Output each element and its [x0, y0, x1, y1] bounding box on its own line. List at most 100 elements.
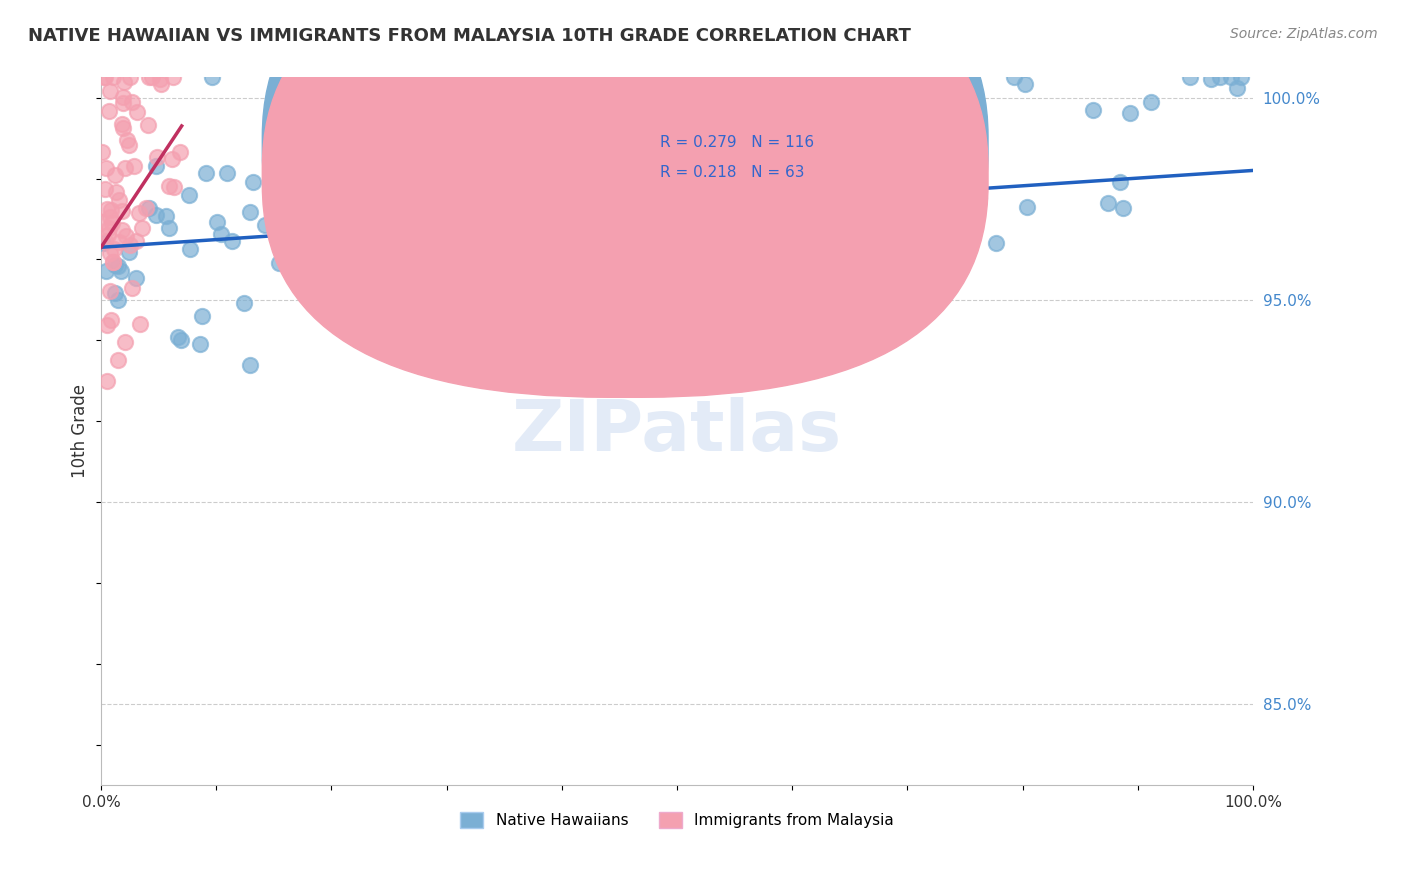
Immigrants from Malaysia [114, 161, 136, 176]
Native Hawaiians [145, 159, 167, 173]
Immigrants from Malaysia [96, 374, 118, 388]
Text: NATIVE HAWAIIAN VS IMMIGRANTS FROM MALAYSIA 10TH GRADE CORRELATION CHART: NATIVE HAWAIIAN VS IMMIGRANTS FROM MALAY… [28, 27, 911, 45]
Native Hawaiians [239, 205, 262, 219]
Native Hawaiians [1108, 175, 1130, 189]
Immigrants from Malaysia [96, 318, 118, 332]
Native Hawaiians [555, 266, 578, 280]
Text: ZIPatlas: ZIPatlas [512, 397, 842, 466]
Native Hawaiians [685, 227, 707, 242]
Native Hawaiians [605, 138, 627, 153]
Native Hawaiians [170, 333, 193, 347]
Immigrants from Malaysia [149, 78, 172, 92]
Native Hawaiians [145, 208, 167, 222]
FancyBboxPatch shape [263, 0, 988, 397]
Immigrants from Malaysia [128, 206, 150, 220]
Immigrants from Malaysia [114, 335, 136, 350]
Native Hawaiians [846, 205, 869, 219]
Immigrants from Malaysia [162, 70, 184, 85]
Native Hawaiians [411, 176, 433, 190]
Native Hawaiians [155, 209, 177, 223]
Native Hawaiians [395, 70, 418, 85]
Native Hawaiians [166, 330, 188, 344]
Native Hawaiians [104, 285, 127, 300]
Native Hawaiians [371, 99, 394, 113]
Native Hawaiians [215, 166, 238, 180]
Immigrants from Malaysia [157, 179, 180, 194]
Immigrants from Malaysia [98, 246, 121, 260]
Native Hawaiians [267, 77, 290, 91]
Native Hawaiians [636, 70, 658, 85]
Native Hawaiians [1140, 95, 1163, 109]
Native Hawaiians [368, 268, 391, 283]
FancyBboxPatch shape [585, 120, 896, 205]
Native Hawaiians [232, 296, 254, 310]
Native Hawaiians [278, 250, 301, 264]
Native Hawaiians [209, 227, 232, 241]
Immigrants from Malaysia [100, 312, 122, 326]
Native Hawaiians [1002, 70, 1025, 85]
Native Hawaiians [967, 191, 990, 205]
Native Hawaiians [626, 140, 648, 154]
Immigrants from Malaysia [115, 133, 138, 147]
Native Hawaiians [562, 230, 585, 244]
Immigrants from Malaysia [107, 193, 129, 207]
Text: R = 0.218   N = 63: R = 0.218 N = 63 [659, 166, 804, 180]
Native Hawaiians [388, 290, 411, 304]
Native Hawaiians [336, 70, 359, 85]
Native Hawaiians [845, 109, 868, 123]
Immigrants from Malaysia [129, 317, 152, 331]
Native Hawaiians [583, 80, 606, 95]
Immigrants from Malaysia [112, 121, 135, 136]
Immigrants from Malaysia [107, 353, 129, 368]
Native Hawaiians [786, 80, 808, 95]
Native Hawaiians [1097, 195, 1119, 210]
Native Hawaiians [239, 358, 262, 372]
Native Hawaiians [568, 159, 591, 173]
Native Hawaiians [623, 230, 645, 244]
Native Hawaiians [1230, 70, 1253, 85]
Native Hawaiians [298, 213, 321, 227]
Immigrants from Malaysia [163, 179, 186, 194]
Native Hawaiians [1226, 81, 1249, 95]
Native Hawaiians [157, 220, 180, 235]
Native Hawaiians [948, 70, 970, 85]
Immigrants from Malaysia [111, 223, 134, 237]
Native Hawaiians [107, 259, 129, 273]
Native Hawaiians [1112, 202, 1135, 216]
Native Hawaiians [681, 169, 703, 184]
Text: Source: ZipAtlas.com: Source: ZipAtlas.com [1230, 27, 1378, 41]
Immigrants from Malaysia [100, 216, 122, 230]
Native Hawaiians [813, 146, 835, 161]
Immigrants from Malaysia [121, 95, 143, 110]
Native Hawaiians [205, 215, 228, 229]
Native Hawaiians [194, 166, 217, 180]
Native Hawaiians [283, 191, 305, 205]
Native Hawaiians [796, 92, 818, 106]
Native Hawaiians [755, 95, 778, 109]
Native Hawaiians [118, 244, 141, 259]
Native Hawaiians [866, 160, 889, 174]
Native Hawaiians [986, 236, 1008, 251]
Native Hawaiians [602, 114, 624, 128]
FancyBboxPatch shape [263, 0, 988, 366]
Native Hawaiians [776, 211, 799, 226]
Native Hawaiians [423, 138, 446, 153]
Immigrants from Malaysia [103, 255, 125, 269]
Immigrants from Malaysia [103, 242, 125, 256]
Native Hawaiians [1219, 70, 1241, 85]
Native Hawaiians [453, 287, 475, 301]
Native Hawaiians [654, 119, 676, 133]
Immigrants from Malaysia [96, 202, 118, 217]
Native Hawaiians [188, 337, 211, 351]
Immigrants from Malaysia [121, 281, 143, 295]
Native Hawaiians [398, 179, 420, 194]
Immigrants from Malaysia [111, 117, 134, 131]
Immigrants from Malaysia [94, 234, 117, 248]
Immigrants from Malaysia [169, 145, 191, 159]
Immigrants from Malaysia [131, 221, 153, 235]
Native Hawaiians [503, 169, 526, 183]
Immigrants from Malaysia [93, 70, 115, 85]
Native Hawaiians [443, 243, 465, 257]
Native Hawaiians [503, 243, 526, 257]
Native Hawaiians [221, 234, 243, 248]
